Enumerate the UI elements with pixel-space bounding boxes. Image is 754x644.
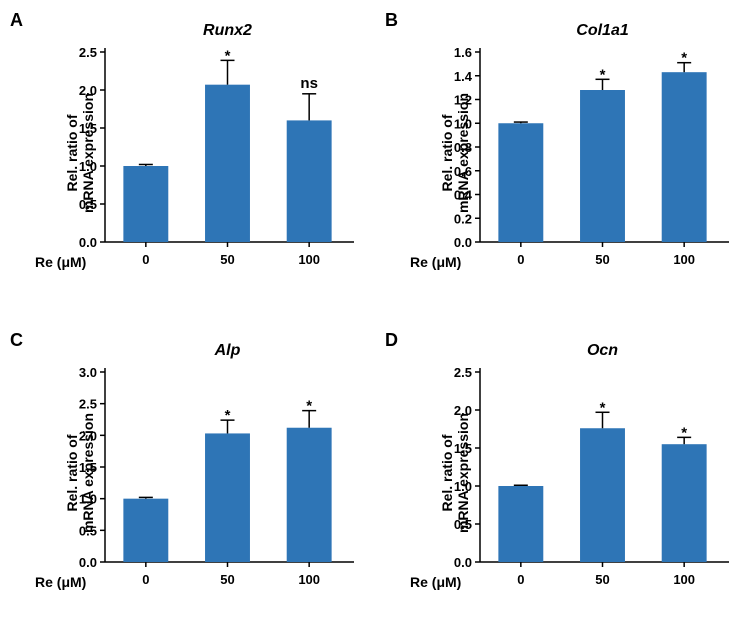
x-tick-label: 0 [517, 252, 524, 267]
significance-label: * [225, 407, 231, 424]
significance-label: * [600, 399, 606, 416]
y-tick-label: 1.4 [454, 69, 473, 84]
significance-label: * [681, 50, 687, 67]
bar [580, 90, 625, 242]
y-tick-label: 0.5 [454, 517, 472, 532]
x-tick-label: 50 [220, 572, 234, 587]
y-tick-label: 0.4 [454, 188, 473, 203]
y-tick-label: 0.0 [79, 555, 97, 570]
bar [205, 85, 250, 242]
bar [205, 433, 250, 562]
y-tick-label: 0.6 [454, 164, 472, 179]
significance-label: ns [300, 75, 318, 92]
y-tick-label: 0.0 [454, 555, 472, 570]
y-tick-label: 2.0 [79, 83, 97, 98]
x-tick-label: 0 [142, 572, 149, 587]
y-tick-label: 1.0 [454, 116, 472, 131]
x-tick-label: 100 [298, 252, 320, 267]
y-tick-label: 1.0 [79, 492, 97, 507]
chart-svg: 0.0 0.5 1.0 1.5 2.0 2.5 0 * 50 ns 100 [10, 10, 370, 310]
y-tick-label: 2.0 [79, 428, 97, 443]
bar [580, 428, 625, 562]
panel-a: ARunx2Rel. ratio ofmRNA expressionRe (μM… [10, 10, 370, 310]
y-tick-label: 0.5 [79, 197, 97, 212]
bar [498, 123, 543, 242]
y-tick-label: 1.2 [454, 93, 472, 108]
significance-label: * [681, 424, 687, 441]
panel-d: DOcnRel. ratio ofmRNA expressionRe (μM)0… [385, 330, 745, 630]
chart-svg: 0.0 0.2 0.4 0.6 0.8 1.0 1.2 1.4 1.6 0 * 50 * 100 [385, 10, 745, 310]
y-tick-label: 2.5 [79, 397, 97, 412]
bar [123, 166, 168, 242]
y-tick-label: 3.0 [79, 365, 97, 380]
x-tick-label: 100 [673, 572, 695, 587]
y-tick-label: 0.0 [79, 235, 97, 250]
x-tick-label: 100 [673, 252, 695, 267]
bar [498, 486, 543, 562]
x-tick-label: 50 [220, 252, 234, 267]
bar [287, 120, 332, 242]
y-tick-label: 0.8 [454, 140, 472, 155]
y-tick-label: 1.5 [79, 460, 97, 475]
bar [123, 499, 168, 562]
y-tick-label: 1.0 [79, 159, 97, 174]
y-tick-label: 1.6 [454, 45, 472, 60]
panel-b: BCol1a1Rel. ratio ofmRNA expressionRe (μ… [385, 10, 745, 310]
x-tick-label: 50 [595, 252, 609, 267]
significance-label: * [600, 66, 606, 83]
y-tick-label: 1.5 [454, 441, 472, 456]
y-tick-label: 2.5 [79, 45, 97, 60]
x-tick-label: 50 [595, 572, 609, 587]
y-tick-label: 0.0 [454, 235, 472, 250]
y-tick-label: 2.0 [454, 403, 472, 418]
significance-label: * [306, 398, 312, 415]
x-tick-label: 0 [142, 252, 149, 267]
bar [662, 72, 707, 242]
y-tick-label: 1.5 [79, 121, 97, 136]
bar [287, 428, 332, 562]
y-tick-label: 2.5 [454, 365, 472, 380]
y-tick-label: 1.0 [454, 479, 472, 494]
chart-svg: 0.0 0.5 1.0 1.5 2.0 2.5 3.0 0 * 50 * 100 [10, 330, 370, 630]
x-tick-label: 100 [298, 572, 320, 587]
y-tick-label: 0.2 [454, 211, 472, 226]
y-tick-label: 0.5 [79, 523, 97, 538]
x-tick-label: 0 [517, 572, 524, 587]
bar [662, 444, 707, 562]
panel-c: CAlpRel. ratio ofmRNA expressionRe (μM)0… [10, 330, 370, 630]
significance-label: * [225, 47, 231, 64]
chart-svg: 0.0 0.5 1.0 1.5 2.0 2.5 0 * 50 * 100 [385, 330, 745, 630]
